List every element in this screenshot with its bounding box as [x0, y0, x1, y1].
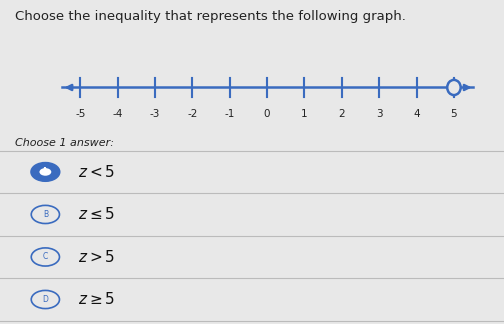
- Text: 0: 0: [264, 110, 270, 119]
- Text: B: B: [43, 210, 48, 219]
- Text: C: C: [43, 252, 48, 261]
- Text: $z \geq 5$: $z \geq 5$: [78, 292, 115, 307]
- Text: 3: 3: [376, 110, 383, 119]
- Text: -4: -4: [112, 110, 123, 119]
- Text: $z > 5$: $z > 5$: [78, 249, 115, 265]
- Text: 5: 5: [451, 110, 457, 119]
- Text: -3: -3: [150, 110, 160, 119]
- Text: 2: 2: [339, 110, 345, 119]
- Text: 4: 4: [413, 110, 420, 119]
- Text: -1: -1: [225, 110, 235, 119]
- Text: $z \leq 5$: $z \leq 5$: [78, 206, 115, 223]
- Text: D: D: [42, 295, 48, 304]
- Text: A: A: [42, 168, 48, 177]
- Text: -5: -5: [75, 110, 86, 119]
- Text: Choose the inequality that represents the following graph.: Choose the inequality that represents th…: [15, 10, 406, 23]
- Text: 1: 1: [301, 110, 308, 119]
- Circle shape: [447, 80, 461, 95]
- Text: $z < 5$: $z < 5$: [78, 164, 115, 180]
- Text: -2: -2: [187, 110, 198, 119]
- Text: Choose 1 answer:: Choose 1 answer:: [15, 138, 114, 148]
